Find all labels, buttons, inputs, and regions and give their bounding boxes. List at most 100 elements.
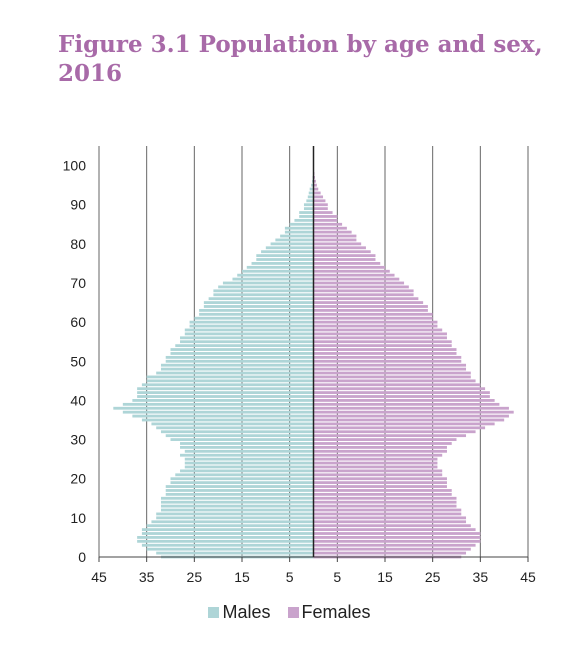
bar-females [313, 418, 505, 422]
bar-males [184, 332, 314, 336]
bar-males [184, 465, 314, 469]
bar-females [313, 539, 481, 543]
bar-males [160, 504, 314, 508]
legend-label-males: Males [222, 602, 271, 622]
bar-males [113, 406, 314, 410]
x-tick-label: 25 [187, 569, 203, 585]
bar-females [313, 359, 462, 363]
legend-item-females: Females [287, 602, 371, 623]
bar-females [313, 195, 324, 199]
bar-males [156, 551, 314, 555]
bar-males [141, 532, 314, 535]
bar-females [313, 308, 428, 312]
bar-females [313, 218, 338, 222]
bar-females [313, 258, 376, 261]
bar-females [313, 508, 462, 512]
y-tick-label: 0 [78, 549, 86, 565]
bar-females [313, 281, 405, 285]
bar-females [313, 254, 376, 258]
bar-males [170, 477, 314, 481]
bar-females [313, 352, 457, 355]
bar-males [284, 230, 314, 234]
bar-males [232, 277, 314, 281]
x-tick-label: 45 [91, 569, 107, 585]
bar-females [313, 363, 467, 367]
bar-females [313, 489, 452, 492]
bar-females [313, 191, 321, 195]
bar-females [313, 469, 443, 473]
vertical-gridlines [98, 146, 529, 557]
bar-females [313, 324, 438, 328]
bar-females [313, 305, 428, 308]
bar-females [313, 442, 452, 445]
bar-females [313, 297, 419, 301]
males-swatch [208, 607, 220, 618]
bar-males [203, 301, 314, 304]
bar-females [313, 348, 457, 351]
bar-males [246, 265, 314, 269]
bar-males [146, 375, 314, 379]
bar-males [289, 222, 314, 226]
bar-females [313, 332, 447, 336]
bar-males [213, 293, 314, 297]
bar-females [313, 387, 486, 391]
x-tick-label: 35 [139, 569, 155, 585]
bar-females [313, 269, 390, 273]
bar-females [313, 402, 500, 406]
title-line-2: 2016 [58, 60, 123, 87]
bar-males [165, 359, 314, 363]
bar-females [313, 375, 471, 379]
bar-males [199, 308, 314, 312]
bar-males [189, 320, 314, 324]
y-tick-label: 40 [70, 392, 86, 408]
bar-females [313, 273, 395, 277]
bar-males [146, 379, 314, 383]
y-tick-label: 50 [70, 353, 86, 369]
bar-females [313, 500, 457, 504]
x-tick-label: 15 [377, 569, 393, 585]
bar-males [175, 344, 314, 348]
bar-females [313, 457, 438, 461]
bar-males [151, 422, 314, 426]
bar-females [313, 265, 385, 269]
bar-females [313, 211, 333, 214]
bar-females [313, 367, 467, 371]
bar-males [132, 414, 314, 418]
bar-males [165, 489, 314, 492]
bar-males [275, 238, 314, 242]
bar-females [313, 277, 400, 281]
bar-males [218, 285, 314, 289]
bar-males [184, 328, 314, 332]
legend: Males Females [0, 602, 579, 623]
bar-males [311, 183, 314, 187]
bar-females [313, 293, 414, 297]
bar-males [160, 367, 314, 371]
bar-females [313, 524, 471, 528]
bar-females [313, 528, 476, 532]
bar-males [146, 524, 314, 528]
y-tick-label: 100 [63, 158, 87, 174]
bar-females [313, 355, 462, 359]
bar-females [313, 449, 447, 453]
y-tick-label: 60 [70, 314, 86, 330]
bar-males [199, 312, 314, 316]
bar-males [256, 258, 314, 261]
bar-males [122, 410, 314, 414]
bar-males [156, 516, 314, 520]
bar-males [208, 297, 314, 301]
bar-males [137, 536, 314, 539]
bar-males [180, 445, 314, 449]
bar-males [137, 395, 314, 398]
bar-females [313, 445, 447, 449]
bar-females [313, 183, 317, 187]
bar-females [313, 496, 457, 500]
bar-females [313, 320, 438, 324]
bar-males [303, 203, 314, 207]
bar-females [313, 410, 514, 414]
bar-males [137, 539, 314, 543]
bar-females [313, 504, 457, 508]
bar-females [313, 207, 328, 211]
y-axis-tick-labels: 0 10 20 30 40 50 60 70 80 90 100 [63, 158, 87, 565]
bar-males [160, 363, 314, 367]
